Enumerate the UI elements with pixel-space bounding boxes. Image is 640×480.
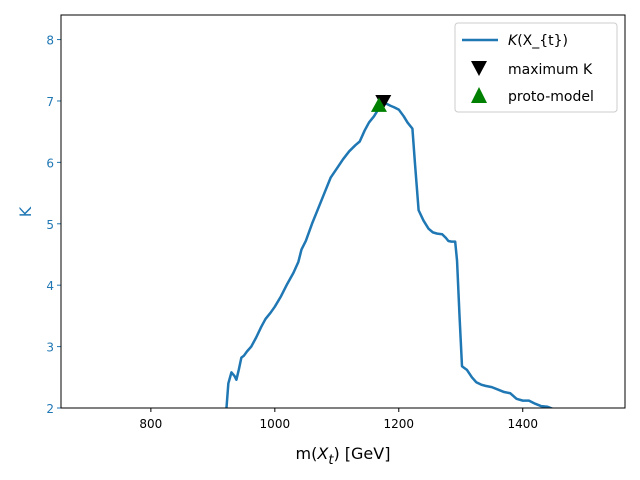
legend-entry-proto: proto-model: [508, 89, 594, 105]
y-tick-label: 2: [46, 402, 54, 416]
y-tick-label: 4: [46, 279, 54, 293]
proto-model-marker: [370, 97, 387, 112]
x-tick-label: 1200: [384, 417, 415, 431]
legend: K(X_{t}) maximum K proto-model: [454, 22, 618, 113]
y-axis-label: K: [16, 206, 35, 217]
y-axis: 2 3 4 5 6 7 8: [46, 34, 61, 416]
legend-maximum-marker: [471, 61, 487, 76]
x-tick-label: 800: [139, 417, 162, 431]
axes-frame: [60, 14, 626, 409]
x-tick-label: 1000: [260, 417, 291, 431]
plot-area: [224, 94, 555, 408]
y-tick-label: 5: [46, 218, 54, 232]
series-line-0: [224, 101, 555, 408]
legend-box: [454, 22, 618, 113]
x-axis: 800 1000 1200 1400: [139, 408, 538, 431]
x-tick-label: 1400: [507, 417, 538, 431]
y-tick-label: 6: [46, 156, 54, 170]
legend-entry-series: K(X_{t}): [508, 33, 568, 49]
plot-clip-group: [224, 101, 555, 408]
y-tick-label: 3: [46, 341, 54, 355]
x-axis-label: m(Xt) [GeV]: [296, 444, 391, 468]
y-tick-label: 7: [46, 95, 54, 109]
y-tick-label: 8: [46, 34, 54, 48]
legend-proto-marker: [471, 87, 487, 103]
legend-entry-maximum: maximum K: [508, 62, 593, 78]
